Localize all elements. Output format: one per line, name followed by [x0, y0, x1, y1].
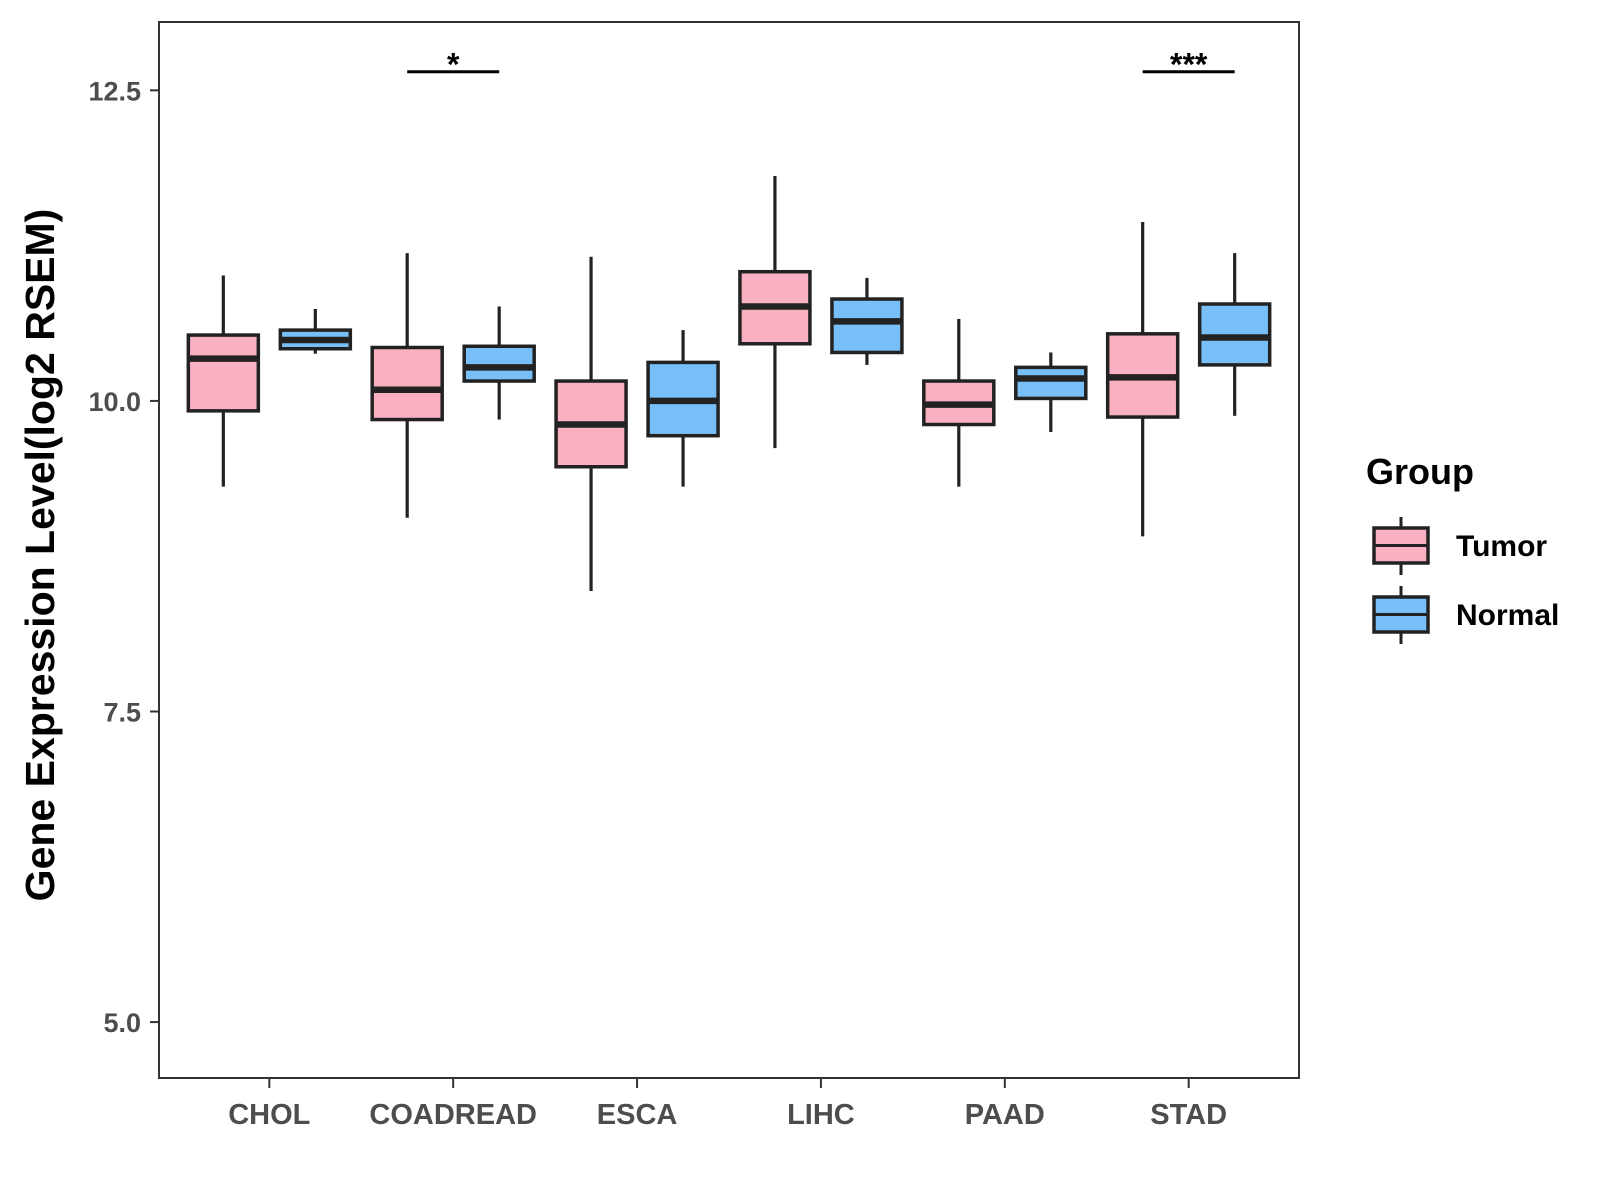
x-tick-label: ESCA: [597, 1099, 678, 1131]
y-tick-label: 5.0: [103, 1008, 141, 1038]
box-body: [186, 333, 261, 413]
box-normal-esca: [646, 330, 720, 487]
box-tumor-esca: [554, 256, 628, 591]
x-tick-label: CHOL: [228, 1099, 310, 1131]
box-tumor-chol: [186, 275, 261, 487]
legend-label-normal: Normal: [1456, 599, 1559, 632]
box-tumor-paad: [922, 318, 996, 487]
y-tick-label: 10.0: [88, 387, 141, 417]
box-normal-stad: [1197, 253, 1272, 416]
x-axis: CHOL COADREAD ESCA LIHC PAAD STAD: [228, 1078, 1227, 1131]
significance-coadread: *: [407, 47, 500, 83]
legend: Group Tumor Normal: [1366, 451, 1559, 644]
box-body: [830, 297, 904, 355]
box-normal-coadread: [462, 306, 536, 420]
significance-label: ***: [1170, 47, 1208, 83]
y-tick-label: 7.5: [103, 698, 141, 728]
box-body: [1014, 365, 1088, 401]
box-tumor-stad: [1105, 222, 1180, 537]
significance-annotations: * ***: [407, 47, 1235, 83]
box-normal-lihc: [830, 277, 904, 365]
box-groups: [186, 176, 1272, 591]
y-axis: 5.0 7.5 10.0 12.5: [88, 76, 159, 1038]
legend-item-normal: Normal: [1372, 586, 1559, 644]
x-tick-label: PAAD: [965, 1099, 1045, 1131]
x-tick-label: COADREAD: [369, 1099, 537, 1131]
legend-title: Group: [1366, 451, 1474, 492]
plot-panel: [158, 21, 1300, 1079]
box-body: [462, 344, 536, 383]
box-normal-paad: [1014, 352, 1088, 432]
legend-label-tumor: Tumor: [1456, 530, 1547, 563]
significance-stad: ***: [1142, 47, 1235, 83]
x-tick-label: LIHC: [787, 1099, 855, 1131]
box-tumor-lihc: [738, 176, 812, 449]
box-body: [370, 345, 444, 422]
box-normal-chol: [278, 308, 353, 354]
y-tick-label: 12.5: [88, 76, 141, 106]
significance-label: *: [447, 47, 460, 83]
legend-item-tumor: Tumor: [1372, 517, 1547, 575]
box-tumor-coadread: [370, 253, 444, 518]
x-tick-label: STAD: [1150, 1099, 1227, 1131]
y-axis-title: Gene Expression Level(log2 RSEM): [17, 209, 63, 902]
